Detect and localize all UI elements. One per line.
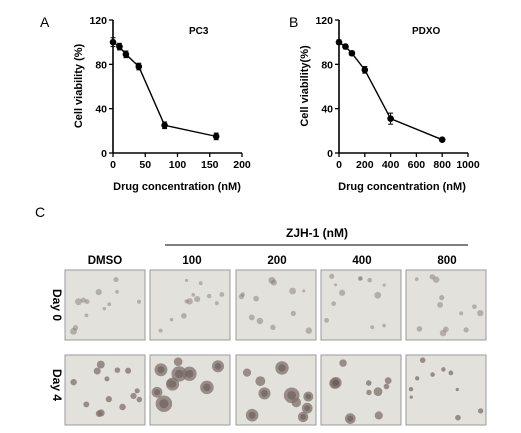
- micrograph-day4-200: [235, 354, 317, 426]
- chart-pdxo-ytick-label: 80: [321, 59, 333, 71]
- col-header-dmso: DMSO: [88, 255, 123, 267]
- col-header-400: 400: [352, 255, 371, 267]
- row-label-day4: Day 4: [50, 369, 64, 401]
- col-header-800: 800: [437, 255, 456, 267]
- micrograph-day4-100: [149, 354, 231, 426]
- micrograph-day4-800: [405, 354, 487, 426]
- chart-pc3-data-point: [212, 133, 220, 140]
- chart-pdxo-data-point: [361, 66, 369, 74]
- chart-pdxo-data-point: [342, 43, 349, 50]
- chart-pc3-xtick-label: 0: [110, 159, 116, 171]
- chart-pdxo-xtick-label: 200: [356, 159, 374, 171]
- chart-pdxo-xtick-label: 1000: [456, 159, 480, 171]
- chart-pdxo-data-point: [387, 115, 394, 122]
- chart-pc3-ytick-label: 0: [101, 148, 107, 160]
- chart-pc3-data-point: [161, 121, 168, 129]
- chart-pdxo-ytick-label: 40: [321, 104, 333, 116]
- chart-pc3-xtick-label: 100: [169, 159, 187, 171]
- chart-pc3-title: PC3: [189, 26, 209, 37]
- chart-pc3: PC3 Cell viability (%) Drug concentratio…: [73, 15, 251, 193]
- micrograph-day0-200: [235, 269, 317, 341]
- chart-pc3-xtick-label: 50: [139, 159, 151, 171]
- chart-pdxo-ylabel: Cell viability(%): [299, 45, 311, 127]
- micrograph-day4-dmso: [64, 354, 146, 426]
- chart-pc3-ytick-label: 120: [89, 15, 107, 27]
- chart-pc3-data-point: [122, 51, 130, 58]
- chart-pc3-xlabel: Drug concentration (nM): [113, 181, 241, 193]
- chart-pdxo-data-point: [335, 38, 343, 46]
- row-label-day0: Day 0: [50, 289, 64, 321]
- micrograph-day4-400: [320, 354, 402, 426]
- col-header-200: 200: [267, 255, 286, 267]
- col-header-100: 100: [182, 255, 201, 267]
- chart-pdxo-xtick-label: 600: [408, 159, 426, 171]
- panel-label-c: C: [35, 204, 45, 220]
- micrograph-day0-100: [149, 269, 231, 341]
- chart-pc3-xtick-label: 150: [201, 159, 219, 171]
- chart-pc3-ytick-label: 40: [95, 104, 107, 116]
- chart-pc3-ytick-label: 80: [95, 59, 107, 71]
- chart-pdxo-xtick-label: 0: [336, 159, 342, 171]
- chart-pc3-ylabel: Cell viability (%): [73, 43, 85, 128]
- chart-pc3-data-point: [135, 63, 143, 70]
- panel-label-a: A: [40, 14, 50, 30]
- chart-pdxo-xlabel: Drug concentration (nM): [338, 181, 466, 193]
- zjh-group-label: ZJH-1 (nM): [286, 226, 348, 240]
- chart-pdxo-xtick-label: 800: [433, 159, 451, 171]
- chart-pdxo-xtick-label: 400: [382, 159, 400, 171]
- chart-pdxo-series-line: [338, 41, 443, 141]
- chart-pdxo-ytick-label: 120: [315, 15, 333, 27]
- chart-pdxo-ytick-label: 0: [327, 148, 333, 160]
- panel-label-b: B: [289, 14, 298, 30]
- chart-pc3-data-point: [116, 43, 123, 50]
- micrograph-day0-800: [405, 269, 487, 341]
- chart-pdxo-data-point: [348, 49, 356, 57]
- chart-pc3-data-point: [109, 38, 117, 46]
- chart-pc3-xtick-label: 200: [233, 159, 251, 171]
- chart-pdxo: PDXO Cell viability(%) Drug concentratio…: [299, 15, 480, 193]
- chart-pdxo-title: PDXO: [412, 26, 441, 37]
- micrograph-day0-dmso: [64, 269, 146, 341]
- chart-pdxo-data-point: [438, 136, 446, 143]
- micrograph-day0-400: [320, 269, 402, 341]
